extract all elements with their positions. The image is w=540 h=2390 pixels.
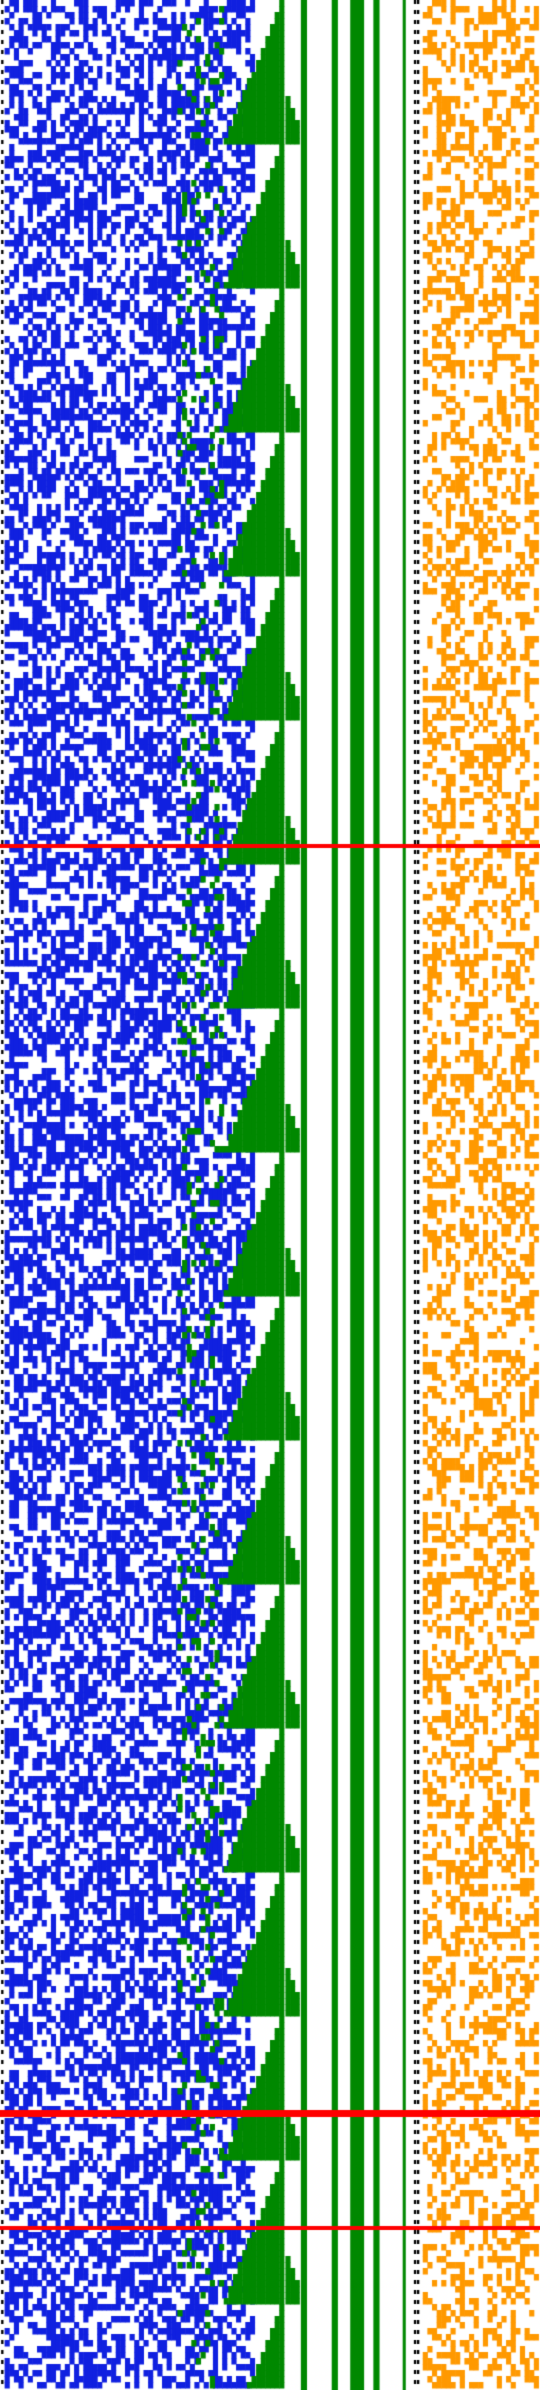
visualization-container [0, 0, 540, 2390]
pixel-matrix-canvas [0, 0, 540, 2390]
